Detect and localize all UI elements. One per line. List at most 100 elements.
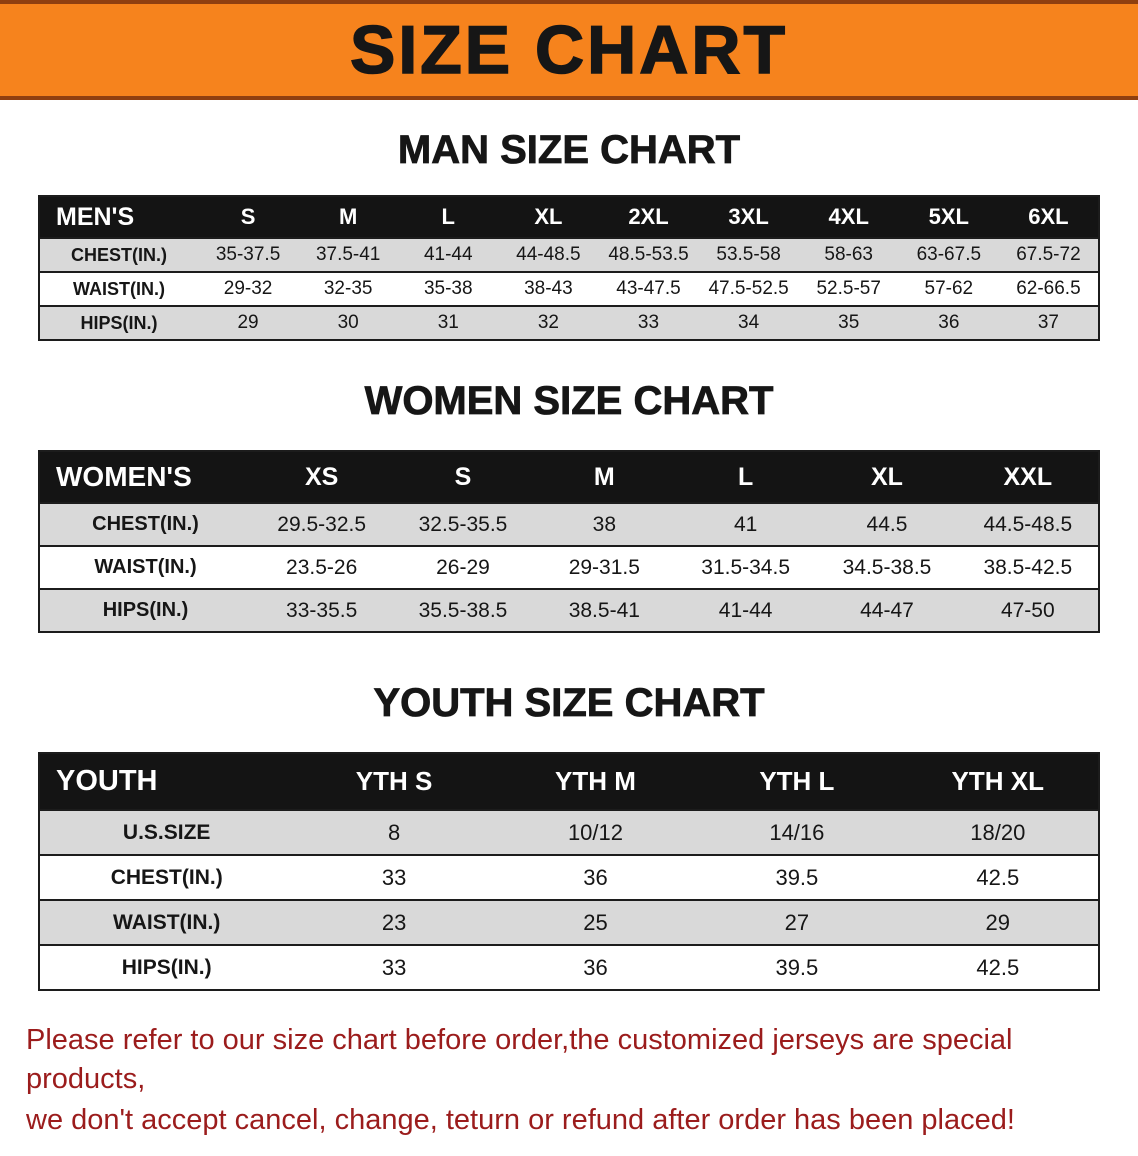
column-header: 6XL [1028, 204, 1069, 229]
table-row: CHEST(IN.) 33 36 39.5 42.5 [39, 855, 1099, 900]
value-cell: 35.5-38.5 [418, 598, 508, 622]
table-row: U.S.SIZE 8 10/12 14/16 18/20 [39, 810, 1099, 855]
value-cell: 44-48.5 [516, 244, 581, 265]
table-header-row: YOUTH YTH S YTH M YTH L YTH XL [39, 753, 1099, 810]
value-cell: 47.5-52.5 [708, 278, 789, 299]
column-header: YTH M [555, 766, 636, 796]
table-header-row: WOMEN'S XS S M L XL XXL [39, 451, 1099, 503]
column-header: XL [871, 462, 903, 491]
value-cell: 33 [381, 954, 407, 980]
value-cell: 38-43 [524, 278, 573, 299]
value-cell: 33-35.5 [286, 598, 358, 622]
column-header: YTH XL [951, 766, 1044, 796]
table-row: HIPS(IN.) 33 36 39.5 42.5 [39, 945, 1099, 990]
value-cell: 39.5 [775, 954, 819, 980]
value-cell: 39.5 [775, 864, 819, 890]
size-chart-sections: MAN SIZE CHART MEN'S S M L XL 2XL 3XL 4XL 5XL 6XL… [0, 100, 1138, 991]
row-label: CHEST(IN.) [92, 513, 199, 535]
value-cell: 41 [733, 512, 758, 536]
section-women: WOMEN SIZE CHART WOMEN'S XS S M L XL XXL CHEST(… [0, 341, 1138, 633]
row-label: WAIST(IN.) [94, 556, 197, 578]
column-header: XL [534, 204, 563, 229]
table-header-row: MEN'S S M L XL 2XL 3XL 4XL 5XL 6XL [39, 196, 1099, 238]
row-label: CHEST(IN.) [110, 865, 223, 889]
column-header: M [593, 462, 615, 491]
value-cell: 38.5-41 [568, 598, 640, 622]
value-cell: 33 [637, 312, 660, 333]
men-section-title: MAN SIZE CHART [397, 128, 741, 173]
table-row: HIPS(IN.) 33-35.5 35.5-38.5 38.5-41 41-44 44-… [39, 589, 1099, 632]
table-row: WAIST(IN.) 23 25 27 29 [39, 900, 1099, 945]
table-row: WAIST(IN.) 29-32 32-35 35-38 38-43 43-47.5 47.… [39, 272, 1099, 306]
row-label: U.S.SIZE [122, 820, 211, 844]
disclaimer-line-1: Please refer to our size chart before or… [26, 1024, 1013, 1096]
men-size-table: MEN'S S M L XL 2XL 3XL 4XL 5XL 6XL CHEST(IN.) 35-37… [38, 195, 1100, 341]
table-corner-label: YOUTH [56, 765, 158, 797]
value-cell: 48.5-53.5 [608, 244, 689, 265]
value-cell: 53.5-58 [716, 244, 781, 265]
value-cell: 23 [381, 909, 407, 935]
value-cell: 38.5-42.5 [983, 555, 1073, 579]
value-cell: 32-35 [323, 278, 373, 299]
value-cell: 33 [381, 864, 407, 890]
table-corner-label: MEN'S [56, 202, 135, 231]
row-label: CHEST(IN.) [71, 244, 167, 265]
value-cell: 38 [592, 512, 616, 536]
table-row: CHEST(IN.) 29.5-32.5 32.5-35.5 38 41 44.5 44.5… [39, 503, 1099, 546]
row-label: HIPS(IN.) [102, 599, 189, 621]
value-cell: 42.5 [976, 954, 1020, 980]
column-header: XXL [1003, 462, 1053, 491]
row-label: WAIST(IN.) [73, 278, 165, 299]
value-cell: 10/12 [567, 819, 623, 845]
value-cell: 57-62 [924, 278, 974, 299]
value-cell: 18/20 [970, 819, 1026, 845]
value-cell: 31 [437, 312, 459, 333]
value-cell: 30 [337, 312, 359, 333]
column-header: S [240, 204, 256, 229]
value-cell: 36 [583, 954, 608, 980]
value-cell: 14/16 [769, 819, 825, 845]
value-cell: 62-66.5 [1016, 278, 1081, 299]
banner: SIZE CHART [0, 0, 1138, 100]
column-header: 5XL [928, 204, 969, 229]
value-cell: 63-67.5 [916, 244, 982, 265]
value-cell: 35-38 [423, 278, 473, 299]
value-cell: 35 [838, 312, 860, 333]
youth-section-title: YOUTH SIZE CHART [373, 681, 765, 726]
table-row: WAIST(IN.) 23.5-26 26-29 29-31.5 31.5-34.5 34… [39, 546, 1099, 589]
column-header: 3XL [728, 204, 769, 229]
value-cell: 25 [583, 909, 608, 935]
value-cell: 67.5-72 [1016, 244, 1081, 265]
column-header: 4XL [828, 204, 869, 229]
column-header: L [441, 204, 455, 229]
page-title: SIZE CHART [349, 11, 788, 89]
youth-size-table: YOUTH YTH S YTH M YTH L YTH XL U.S.SIZE 8 10/12… [38, 752, 1100, 991]
column-header: YTH S [355, 766, 433, 796]
column-header: YTH L [759, 766, 835, 796]
value-cell: 52.5-57 [816, 278, 881, 299]
value-cell: 44-47 [860, 598, 914, 622]
value-cell: 42.5 [976, 864, 1020, 890]
value-cell: 41-44 [718, 598, 773, 622]
value-cell: 41-44 [423, 244, 473, 265]
value-cell: 8 [387, 819, 401, 845]
column-header: 2XL [628, 204, 669, 229]
value-cell: 31.5-34.5 [701, 555, 791, 579]
column-header: M [339, 204, 358, 229]
table-row: HIPS(IN.) 29 30 31 32 33 34 35 36 37 [39, 306, 1099, 340]
women-section-title: WOMEN SIZE CHART [364, 379, 774, 424]
section-men: MAN SIZE CHART MEN'S S M L XL 2XL 3XL 4XL 5XL 6XL… [0, 100, 1138, 341]
value-cell: 26-29 [436, 555, 490, 579]
value-cell: 32 [537, 312, 559, 333]
value-cell: 35-37.5 [215, 244, 281, 265]
row-label: WAIST(IN.) [113, 910, 221, 934]
footer-disclaimer: Please refer to our size chart before or… [0, 1021, 1138, 1156]
value-cell: 29 [237, 312, 259, 333]
disclaimer-line-2: we don't accept cancel, change, teturn o… [26, 1104, 1015, 1137]
value-cell: 37.5-41 [315, 244, 381, 265]
section-youth: YOUTH SIZE CHART YOUTH YTH S YTH M YTH L YTH… [0, 633, 1138, 991]
value-cell: 43-47.5 [616, 278, 681, 299]
women-size-table: WOMEN'S XS S M L XL XXL CHEST(IN.) 29.5-32.5 32.5… [38, 450, 1100, 633]
column-header: S [454, 462, 472, 491]
